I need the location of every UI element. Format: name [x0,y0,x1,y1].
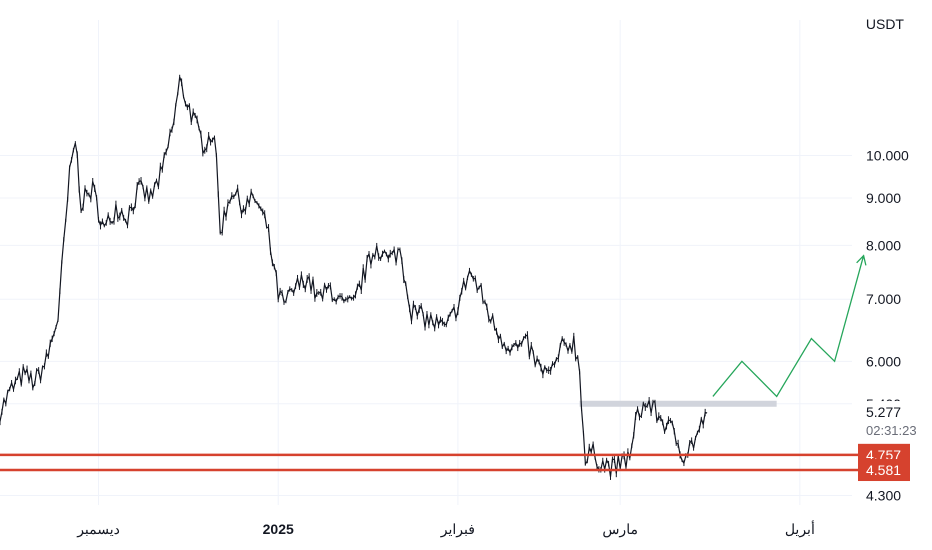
candle-wicks [0,74,706,480]
last-price-bg [858,401,932,442]
date-tick-label: فبراير [440,521,475,538]
date-tick-label: أبريل [785,519,815,538]
date-tick-label: 2025 [263,521,294,537]
date-tick-label: مارس [602,521,638,538]
last-price-value: 5.277 [866,404,901,420]
price-tick-label: 6.000 [866,353,901,369]
resistance-zone [579,400,777,407]
price-tick-label: 7.000 [866,291,901,307]
zone-bar [579,400,777,407]
projection-line [712,255,865,398]
price-line [0,76,708,477]
price-tick-label: 10.000 [866,148,909,164]
last-price-label: 5.277 02:31:23 [858,401,932,442]
price-series [0,74,708,480]
grid-lines [0,20,852,505]
level-badge-label: 4.581 [866,462,901,478]
price-tick-label: 9.000 [866,190,901,206]
time-axis[interactable]: ديسمبر 2025 فبراير مارس أبريل [76,519,815,538]
countdown-timer: 02:31:23 [866,423,917,438]
currency-label[interactable]: USDT [857,14,912,34]
price-tick-label: 8.000 [866,237,901,253]
projection-arrow [712,254,867,398]
projection-arrowhead [856,254,867,266]
level-badge [858,459,910,482]
date-tick-label: ديسمبر [76,521,120,538]
price-tick-label: 4.300 [866,488,901,504]
level-badge-label: 4.757 [866,447,901,463]
